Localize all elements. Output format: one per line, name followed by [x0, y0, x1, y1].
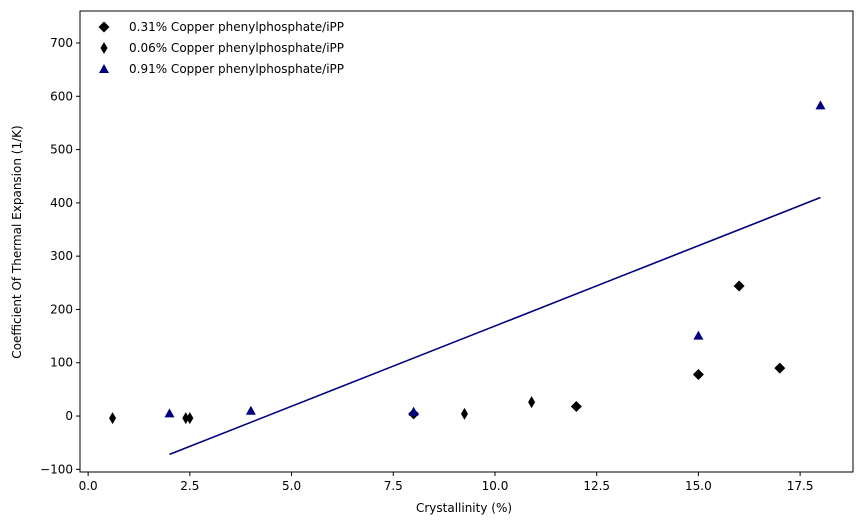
data-point [570, 400, 582, 412]
data-point [528, 396, 536, 409]
y-tick-label: 400 [50, 196, 73, 210]
data-point [245, 405, 256, 415]
series-3 [164, 100, 826, 418]
data-point [182, 412, 190, 425]
data-point [692, 368, 704, 380]
series-1 [408, 280, 786, 420]
y-tick-label: 500 [50, 143, 73, 157]
data-point [774, 362, 786, 374]
x-tick-label: 12.5 [583, 479, 610, 493]
y-axis: −100 0 100 200 300 400 500 600 700 [40, 36, 80, 476]
x-tick-label: 0.0 [79, 479, 98, 493]
x-tick-label: 5.0 [282, 479, 301, 493]
data-point [408, 406, 419, 416]
x-axis: 0.0 2.5 5.0 7.5 10.0 12.5 15.0 17.5 [79, 472, 814, 493]
legend: 0.31% Copper phenylphosphate/iPP 0.06% Co… [98, 20, 344, 76]
y-tick-label: 700 [50, 36, 73, 50]
data-point [693, 330, 704, 340]
y-tick-label: −100 [40, 462, 73, 476]
data-point [109, 412, 117, 425]
plot-frame [79, 10, 854, 473]
legend-marker [98, 21, 110, 33]
x-tick-label: 17.5 [787, 479, 814, 493]
legend-marker [100, 42, 108, 54]
legend-label: 0.91% Copper phenylphosphate/iPP [129, 62, 344, 76]
y-tick-label: 100 [50, 356, 73, 370]
x-tick-label: 2.5 [180, 479, 199, 493]
data-point [186, 412, 194, 425]
legend-marker [99, 64, 109, 73]
x-tick-label: 15.0 [685, 479, 712, 493]
legend-label: 0.06% Copper phenylphosphate/iPP [129, 41, 344, 55]
y-tick-label: 300 [50, 249, 73, 263]
y-tick-label: 0 [65, 409, 73, 423]
data-point [460, 407, 468, 420]
y-axis-label: Coefficient Of Thermal Expansion (1/K) [10, 125, 24, 358]
data-point [733, 280, 745, 292]
x-tick-label: 7.5 [384, 479, 403, 493]
x-tick-label: 10.0 [482, 479, 509, 493]
y-tick-label: 600 [50, 89, 73, 103]
series-layer [109, 100, 826, 456]
data-point [815, 100, 826, 110]
y-tick-label: 200 [50, 302, 73, 316]
x-axis-label: Crystallinity (%) [416, 501, 512, 515]
fit-line [169, 196, 821, 456]
series-2 [109, 396, 536, 425]
data-point [164, 408, 175, 418]
legend-label: 0.31% Copper phenylphosphate/iPP [129, 20, 344, 34]
